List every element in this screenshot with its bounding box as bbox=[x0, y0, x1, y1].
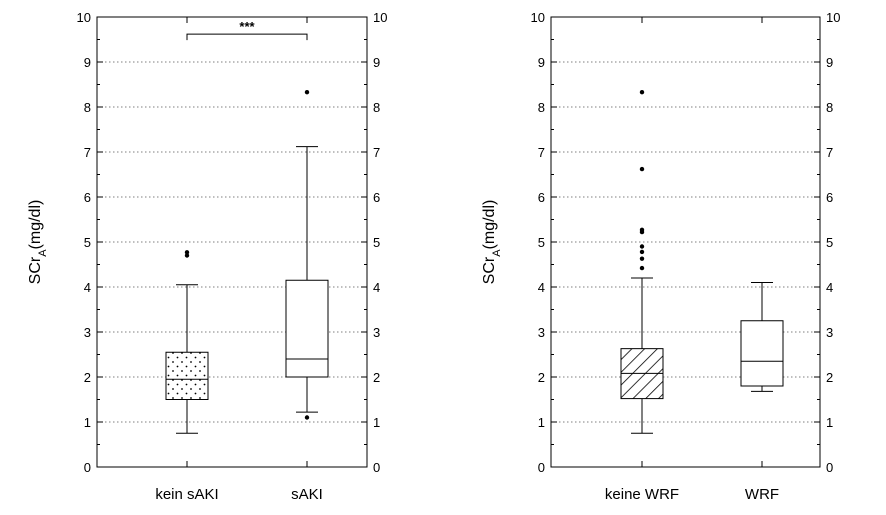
outlier-point bbox=[639, 227, 645, 233]
x-category-label: WRF bbox=[745, 486, 779, 503]
y-tick-label-right: 5 bbox=[826, 235, 833, 250]
box-1-2: sAKI bbox=[285, 17, 329, 503]
box-1-1: kein sAKI bbox=[155, 17, 219, 503]
y-axis-title-main: SCr bbox=[27, 256, 44, 284]
y-tick-label-left: 3 bbox=[538, 325, 545, 340]
y-tick-label-left: 3 bbox=[84, 325, 91, 340]
y-tick-label-left: 8 bbox=[538, 100, 545, 115]
y-tick-label-right: 0 bbox=[826, 460, 833, 475]
y-tick-label-left: 5 bbox=[538, 235, 545, 250]
y-tick-label-right: 7 bbox=[826, 145, 833, 160]
y-tick-label-right: 4 bbox=[373, 280, 380, 295]
y-axis-title-subscript: A bbox=[491, 249, 503, 257]
x-category-label: keine WRF bbox=[605, 486, 679, 503]
y-tick-label-right: 2 bbox=[826, 370, 833, 385]
outlier-point bbox=[304, 89, 310, 95]
y-tick-label-right: 6 bbox=[373, 190, 380, 205]
y-tick-label-left: 6 bbox=[84, 190, 91, 205]
y-axis-title-unit: (mg/dl) bbox=[481, 200, 498, 250]
chart-panel-2: 0 0 1 1 2 2 3 3 4 4 5 5 6 6 7 7 8 8 9 9 10 10 SCrA(mg/dl) keine… bbox=[481, 10, 840, 503]
box-2-1: keine WRF bbox=[605, 17, 679, 503]
x-category-label: kein sAKI bbox=[155, 486, 218, 503]
outlier-point bbox=[639, 249, 645, 255]
y-tick-label-left: 0 bbox=[538, 460, 545, 475]
chart-panel-1: 0 0 1 1 2 2 3 3 4 4 5 5 6 6 7 7 8 8 9 9 10 10 SCrA(mg/dl) kein … bbox=[27, 10, 387, 503]
y-tick-label-left: 1 bbox=[538, 415, 545, 430]
outlier-point bbox=[304, 415, 310, 420]
box-2-2: WRF bbox=[740, 17, 784, 503]
significance-bracket bbox=[186, 33, 308, 41]
outlier-point bbox=[639, 244, 645, 249]
y-axis-title: SCrA(mg/dl) bbox=[27, 200, 49, 285]
y-tick-label-left: 2 bbox=[538, 370, 545, 385]
y-tick-label-right: 10 bbox=[826, 10, 840, 25]
y-tick-label-left: 9 bbox=[538, 55, 545, 70]
y-tick-label-right: 8 bbox=[826, 100, 833, 115]
y-tick-label-right: 5 bbox=[373, 235, 380, 250]
y-axis-title: SCrA(mg/dl) bbox=[481, 200, 503, 285]
y-tick-label-left: 4 bbox=[538, 280, 545, 295]
y-tick-label-right: 0 bbox=[373, 460, 380, 475]
y-tick-label-right: 2 bbox=[373, 370, 380, 385]
box-iqr bbox=[740, 320, 784, 387]
y-tick-label-left: 10 bbox=[77, 10, 91, 25]
y-axis-title-unit: (mg/dl) bbox=[27, 200, 44, 250]
y-tick-label-right: 8 bbox=[373, 100, 380, 115]
y-tick-label-right: 6 bbox=[826, 190, 833, 205]
y-tick-label-right: 9 bbox=[826, 55, 833, 70]
outlier-point bbox=[639, 166, 645, 172]
y-tick-label-left: 2 bbox=[84, 370, 91, 385]
y-tick-label-right: 1 bbox=[826, 415, 833, 430]
y-tick-label-left: 8 bbox=[84, 100, 91, 115]
x-category-label: sAKI bbox=[291, 486, 323, 503]
y-tick-label-left: 5 bbox=[84, 235, 91, 250]
y-tick-label-left: 10 bbox=[531, 10, 545, 25]
y-tick-label-left: 7 bbox=[84, 145, 91, 160]
y-tick-label-right: 9 bbox=[373, 55, 380, 70]
y-tick-label-left: 4 bbox=[84, 280, 91, 295]
y-tick-label-right: 4 bbox=[826, 280, 833, 295]
outlier-point bbox=[184, 250, 190, 255]
significance-label: *** bbox=[239, 19, 255, 34]
y-tick-label-left: 6 bbox=[538, 190, 545, 205]
outlier-point bbox=[639, 265, 645, 271]
y-tick-label-left: 7 bbox=[538, 145, 545, 160]
y-tick-label-right: 10 bbox=[373, 10, 387, 25]
y-axis-title-main: SCr bbox=[481, 256, 498, 284]
outlier-point bbox=[639, 89, 645, 95]
y-axis-title-subscript: A bbox=[37, 249, 49, 257]
y-tick-label-left: 1 bbox=[84, 415, 91, 430]
y-tick-label-right: 1 bbox=[373, 415, 380, 430]
y-tick-label-left: 0 bbox=[84, 460, 91, 475]
outlier-point bbox=[639, 256, 645, 261]
box-iqr bbox=[165, 351, 209, 400]
y-tick-label-right: 3 bbox=[826, 325, 833, 340]
outlier-point bbox=[184, 253, 190, 258]
y-tick-label-left: 9 bbox=[84, 55, 91, 70]
y-tick-label-right: 7 bbox=[373, 145, 380, 160]
box-iqr bbox=[285, 279, 329, 378]
y-tick-label-right: 3 bbox=[373, 325, 380, 340]
